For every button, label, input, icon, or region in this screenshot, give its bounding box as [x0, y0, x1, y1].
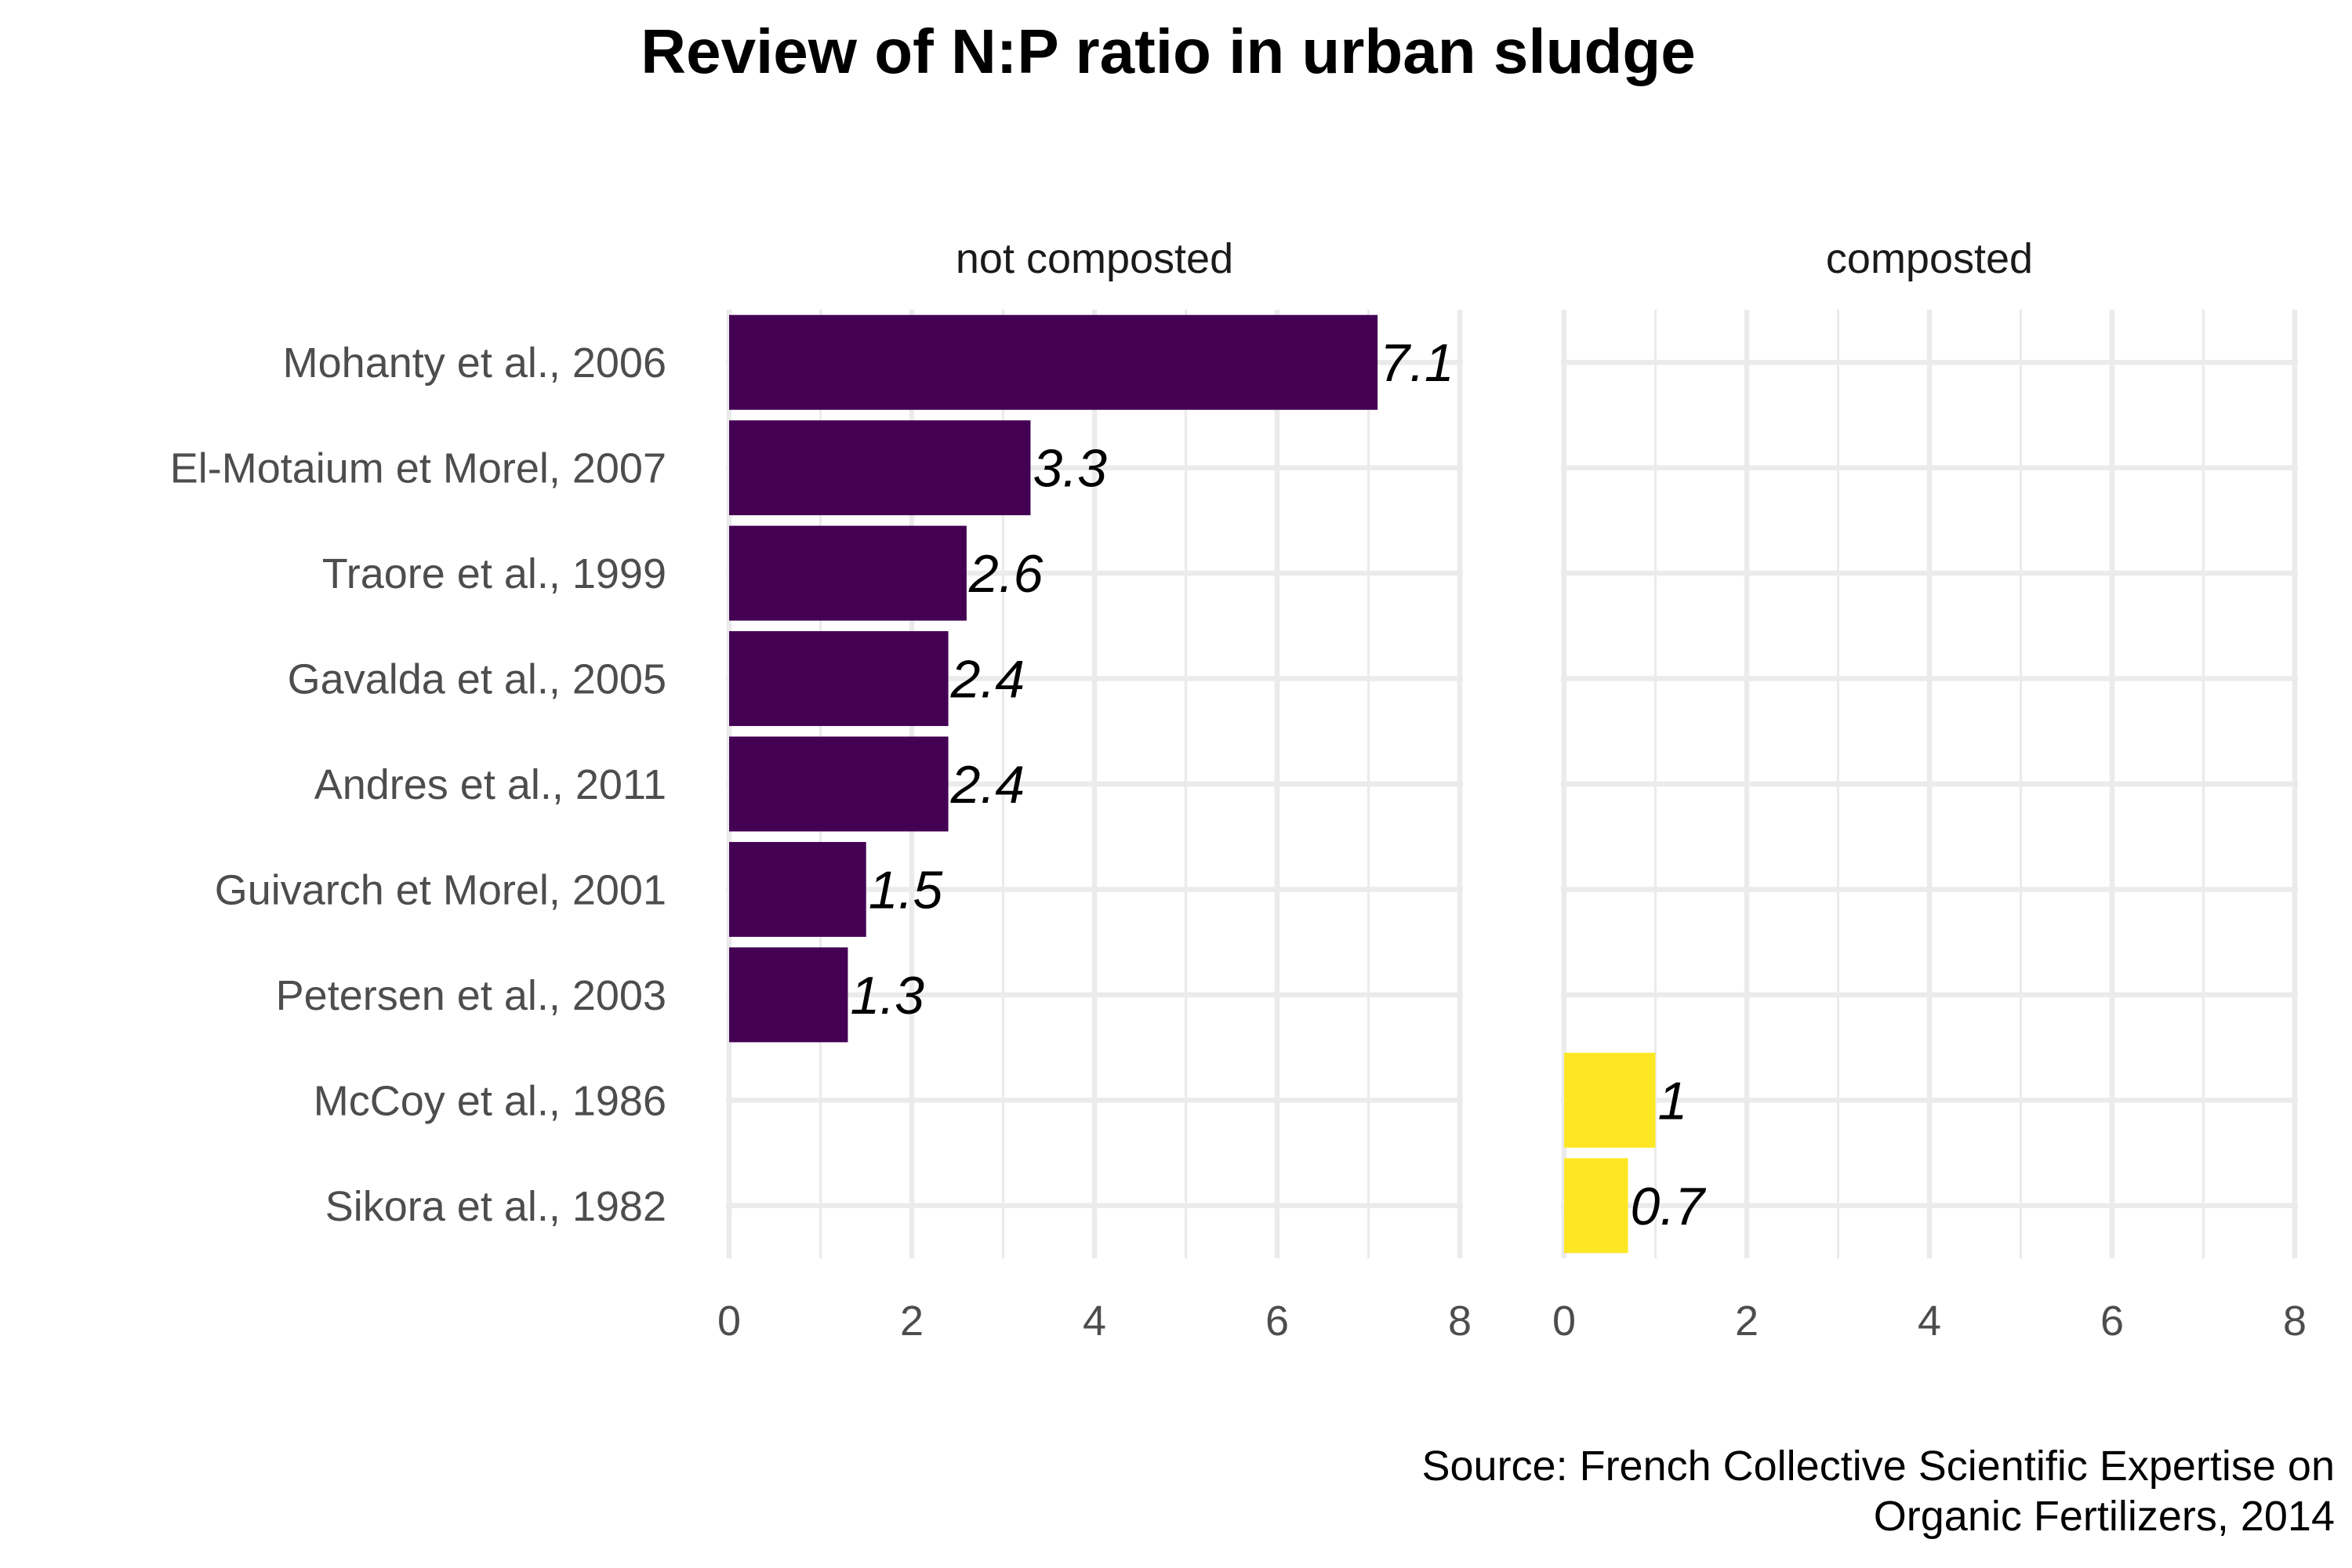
x-tick-label: 0	[717, 1298, 741, 1345]
y-category-label: Mohanty et al., 2006	[283, 339, 666, 387]
y-category-label: Gavalda et al., 2005	[288, 656, 666, 703]
bar	[729, 314, 1378, 410]
bar	[729, 947, 848, 1043]
chart-title: Review of N:P ratio in urban sludge	[641, 16, 1695, 86]
y-category-label: McCoy et al., 1986	[314, 1077, 666, 1124]
bar	[729, 525, 967, 621]
y-category-label: El-Motaium et Morel, 2007	[170, 445, 666, 492]
bar-value-label: 1.5	[869, 860, 943, 920]
x-tick-label: 8	[1448, 1298, 1472, 1345]
bar	[1564, 1052, 1656, 1148]
bar-value-label: 1	[1658, 1071, 1688, 1131]
bar	[1564, 1158, 1628, 1254]
bar-value-label: 2.4	[950, 755, 1025, 815]
x-tick-label: 4	[1083, 1298, 1106, 1345]
y-category-label: Petersen et al., 2003	[276, 972, 666, 1019]
y-category-label: Andres et al., 2011	[314, 761, 666, 808]
bar	[729, 631, 949, 727]
bar-value-label: 2.4	[950, 650, 1025, 710]
bar	[729, 420, 1031, 516]
panel-strip-label: composted	[1826, 235, 2033, 282]
x-tick-label: 8	[2283, 1298, 2307, 1345]
bar-value-label: 7.1	[1380, 333, 1454, 393]
x-tick-label: 6	[2100, 1298, 2124, 1345]
bar	[729, 841, 866, 937]
x-tick-label: 2	[900, 1298, 924, 1345]
x-tick-label: 0	[1552, 1298, 1576, 1345]
bar-value-label: 1.3	[850, 966, 924, 1025]
caption-line-1: Source: French Collective Scientific Exp…	[1421, 1443, 2335, 1490]
y-category-label: Sikora et al., 1982	[325, 1183, 666, 1230]
x-tick-label: 2	[1735, 1298, 1759, 1345]
bar-value-label: 0.7	[1631, 1177, 1707, 1236]
caption-line-2: Organic Fertilizers, 2014	[1874, 1493, 2335, 1540]
x-tick-label: 6	[1265, 1298, 1289, 1345]
y-category-label: Guivarch et Morel, 2001	[215, 866, 666, 913]
bar-value-label: 2.6	[968, 544, 1044, 604]
x-tick-label: 4	[1918, 1298, 1941, 1345]
bar-value-label: 3.3	[1033, 439, 1107, 499]
y-category-label: Traore et al., 1999	[322, 550, 666, 597]
bar	[729, 736, 949, 832]
panel-strip-label: not composted	[956, 235, 1233, 282]
